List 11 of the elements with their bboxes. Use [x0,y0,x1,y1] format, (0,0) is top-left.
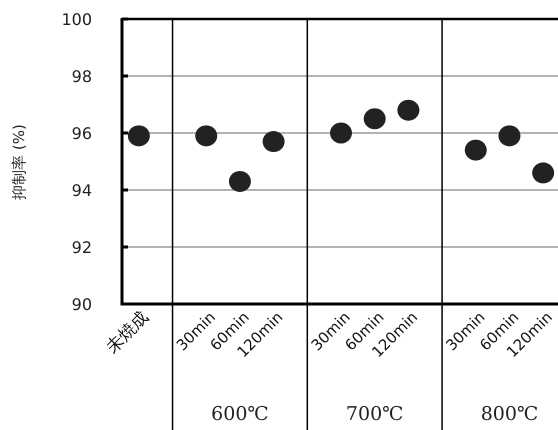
x-tick-label: 未焼成 [102,307,152,358]
y-tick-label: 100 [61,10,92,29]
y-tick-label: 98 [72,67,92,86]
text: 600℃ [211,403,269,425]
y-axis-title: 抑制率 (%) [10,124,28,200]
y-tick-label: 96 [72,124,92,143]
text: 800℃ [480,403,538,425]
y-tick-label: 92 [72,238,92,257]
y-tick-label: 94 [72,181,92,200]
y-tick-label: 90 [72,295,92,314]
text: 700℃ [346,403,404,425]
